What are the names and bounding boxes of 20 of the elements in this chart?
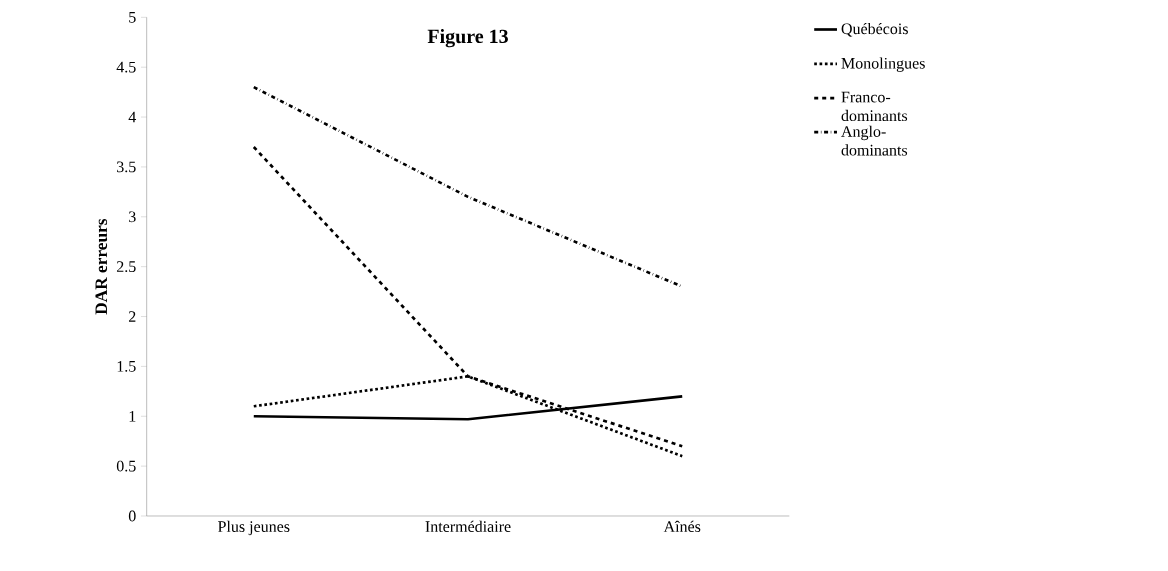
y-tick-label: 1.5	[117, 361, 136, 372]
y-tick-label: 3	[129, 211, 136, 223]
y-tick-label: 2	[128, 311, 136, 322]
legend-label: Anglo-dominants	[841, 125, 908, 156]
y-tick-label: 4	[128, 111, 137, 123]
y-tick-label: 5	[129, 12, 136, 23]
y-tick-label: 2.5	[116, 261, 136, 273]
x-tick-label: Intermédiaire	[425, 520, 511, 533]
legend-label: Franco-dominants	[841, 92, 908, 122]
y-tick-label: 0.5	[116, 460, 136, 472]
y-tick-label: 3.5	[117, 161, 136, 173]
legend-label: Monolingues	[841, 57, 925, 73]
y-tick-label: 0	[128, 510, 136, 522]
legend-label: Québécois	[841, 23, 908, 37]
x-tick-label: Aînés	[663, 520, 701, 533]
y-tick-label: 1	[129, 411, 136, 422]
text: Figure 13	[427, 29, 508, 48]
x-tick-label: Plus jeunes	[218, 520, 290, 536]
y-tick-label: 4.5	[116, 61, 136, 73]
y-axis-title: DAR erreurs	[95, 219, 108, 315]
